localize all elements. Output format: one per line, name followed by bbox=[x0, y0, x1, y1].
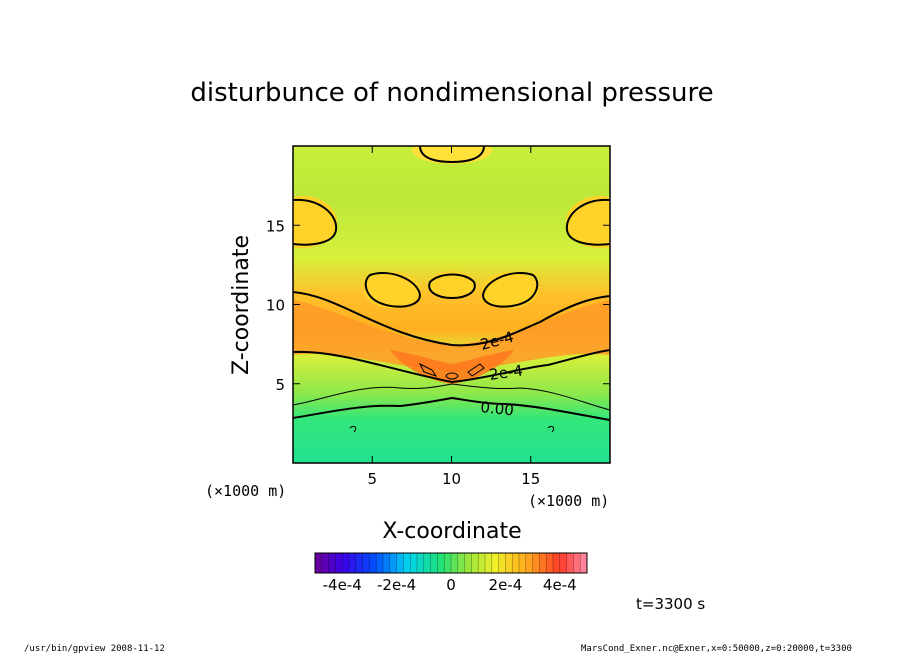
contour-mid-left bbox=[364, 271, 422, 308]
x-tick-label: 10 bbox=[442, 470, 461, 488]
contour-mid-center bbox=[428, 273, 476, 300]
colorbar-cell bbox=[437, 553, 445, 573]
contour-zero bbox=[293, 396, 610, 421]
field-patch-mid-left bbox=[364, 272, 420, 308]
colorbar-cell bbox=[396, 553, 404, 573]
contour-label-3: 0.00 bbox=[480, 398, 515, 419]
colorbar-cell bbox=[471, 553, 479, 573]
contours bbox=[293, 146, 610, 433]
colorbar-cell bbox=[417, 553, 425, 573]
colorbar-cell bbox=[512, 553, 520, 573]
colorbar-cell bbox=[383, 553, 391, 573]
colorbar-cell bbox=[491, 553, 500, 573]
colorbar: -4e-4 -2e-4 0 2e-4 4e-4 bbox=[314, 552, 588, 594]
x-tick-label: 5 bbox=[367, 470, 377, 488]
colorbar-cell bbox=[519, 553, 527, 573]
field-band-orange bbox=[293, 300, 610, 372]
field-band-core bbox=[390, 350, 514, 384]
footer-right: MarsCond_Exner.nc@Exner,x=0:50000,z=0:20… bbox=[581, 644, 852, 654]
chart-title: disturbunce of nondimensional pressure bbox=[190, 78, 713, 108]
colorbar-tick-label: -4e-4 bbox=[323, 576, 362, 594]
contour-small-right bbox=[547, 425, 555, 433]
colorbar-cell bbox=[525, 553, 534, 573]
x-tick-label: 15 bbox=[521, 470, 540, 488]
colorbar-cell bbox=[315, 553, 323, 573]
x-axis-label: X-coordinate bbox=[382, 519, 521, 544]
y-tick-label: 10 bbox=[266, 297, 285, 315]
colorbar-cell bbox=[573, 553, 581, 573]
colorbar-cell bbox=[362, 553, 370, 573]
y-tick-label: 5 bbox=[275, 376, 285, 394]
contour-mid-right bbox=[481, 271, 539, 308]
contour-core-right bbox=[467, 363, 485, 377]
colorbar-cell bbox=[451, 553, 459, 573]
colorbar-cell bbox=[335, 553, 343, 573]
colorbar-cell bbox=[478, 553, 486, 573]
colorbar-cell bbox=[376, 553, 384, 573]
colorbar-cell bbox=[546, 553, 554, 573]
colorbar-cell bbox=[403, 553, 411, 573]
colorbar-frame bbox=[314, 552, 588, 574]
field-background bbox=[293, 146, 610, 463]
colorbar-cell bbox=[389, 553, 398, 573]
colorbar-cell bbox=[328, 553, 336, 573]
colorbar-cell bbox=[457, 553, 466, 573]
footer-left: /usr/bin/gpview 2008-11-12 bbox=[24, 644, 165, 654]
colorbar-cell bbox=[444, 553, 452, 573]
contour-core-left bbox=[418, 362, 438, 377]
colorbar-cell bbox=[505, 553, 513, 573]
colorbar-cell bbox=[532, 553, 540, 573]
colorbar-tick-label: 0 bbox=[446, 576, 456, 594]
contour-right bbox=[565, 198, 610, 246]
x-unit-label: (×1000 m) bbox=[528, 492, 609, 510]
contour-lower-band bbox=[293, 349, 610, 384]
contour-upper-band bbox=[293, 291, 610, 347]
colorbar-cell bbox=[559, 553, 568, 573]
contour-left bbox=[293, 198, 338, 246]
colorbar-tick-label: 4e-4 bbox=[543, 576, 577, 594]
colorbar-cell bbox=[369, 553, 377, 573]
field-patch-mid-right bbox=[482, 272, 538, 308]
colorbar-cell bbox=[321, 553, 330, 573]
colorbar-cell bbox=[580, 553, 588, 573]
colorbar-cell bbox=[485, 553, 493, 573]
colorbar-cell bbox=[342, 553, 350, 573]
colorbar-cell bbox=[498, 553, 506, 573]
colorbar-cell bbox=[539, 553, 547, 573]
colorbar-cell bbox=[464, 553, 472, 573]
y-axis-label: Z-coordinate bbox=[229, 235, 254, 375]
colorbar-cell bbox=[410, 553, 418, 573]
colorbar-cell bbox=[566, 553, 574, 573]
contour-top bbox=[419, 146, 485, 164]
contour-label-2: 2e-4 bbox=[488, 361, 524, 384]
plot-area: 2e-4 2e-4 0.00 bbox=[293, 146, 610, 463]
colorbar-tick-label: 2e-4 bbox=[489, 576, 523, 594]
colorbar-cell bbox=[423, 553, 432, 573]
axes: 5 10 15 5 10 15 bbox=[266, 146, 610, 488]
y-tick-label: 15 bbox=[266, 217, 285, 235]
colorbar-cell bbox=[553, 553, 561, 573]
colorbar-cell bbox=[355, 553, 364, 573]
contour-core-center bbox=[445, 372, 459, 380]
y-unit-label: (×1000 m) bbox=[205, 482, 286, 500]
colorbar-tick-label: -2e-4 bbox=[377, 576, 416, 594]
contour-zero-thin bbox=[293, 383, 610, 411]
field-patch-mid-center bbox=[428, 271, 476, 299]
contour-small-left bbox=[349, 425, 357, 433]
colorbar-cell bbox=[349, 553, 357, 573]
time-label: t=3300 s bbox=[636, 595, 705, 613]
colorbar-cell bbox=[430, 553, 438, 573]
